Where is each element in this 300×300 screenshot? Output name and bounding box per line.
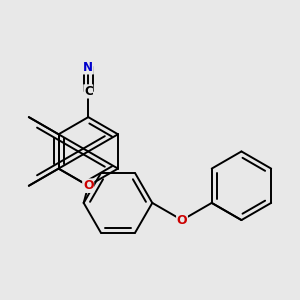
Text: C: C — [84, 85, 93, 98]
Text: O: O — [83, 179, 94, 192]
Text: N: N — [83, 179, 94, 192]
Text: N: N — [83, 61, 93, 74]
Text: O: O — [177, 214, 187, 226]
